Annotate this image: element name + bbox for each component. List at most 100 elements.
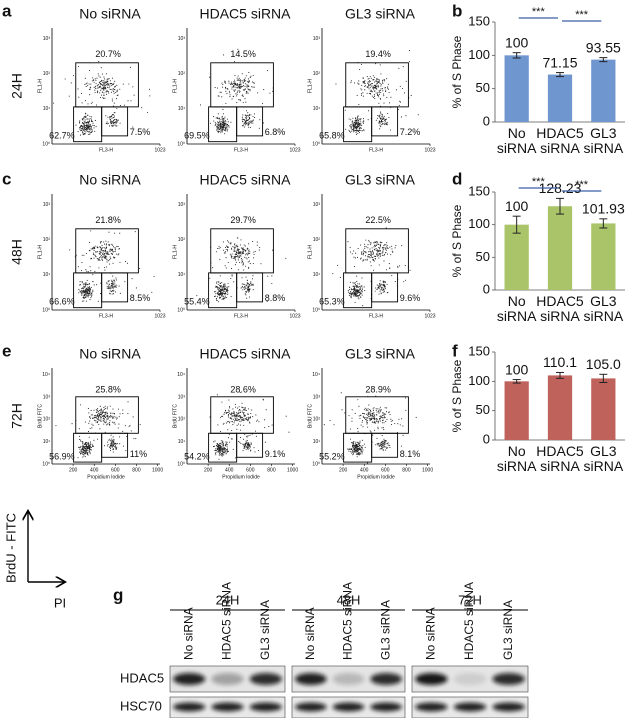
dot: [358, 123, 360, 125]
dot: [256, 244, 258, 246]
flow-y-tick: 10³: [178, 394, 186, 400]
dot: [247, 82, 250, 84]
dot: [358, 118, 360, 120]
dot: [84, 421, 86, 423]
dot: [370, 418, 372, 420]
dot: [222, 286, 224, 288]
dot: [355, 446, 357, 448]
dot: [112, 281, 114, 283]
flow-y-label: FL1-H: [37, 245, 43, 259]
band: [453, 673, 487, 685]
dot: [221, 415, 223, 418]
dot: [215, 299, 218, 301]
dot: [364, 85, 366, 87]
dot: [232, 418, 234, 420]
flow-y-tick: 10⁰: [42, 141, 50, 147]
dot: [90, 286, 92, 288]
dot: [221, 281, 223, 284]
dot: [380, 283, 382, 285]
flow-y-tick: 10²: [313, 71, 321, 77]
dot: [242, 114, 244, 116]
dot: [112, 114, 115, 116]
dot: [88, 88, 91, 90]
dot: [377, 249, 379, 252]
dot: [386, 246, 388, 248]
dot: [112, 448, 114, 450]
dot: [260, 263, 262, 265]
dot: [103, 81, 105, 83]
dot: [263, 89, 265, 91]
dot: [223, 297, 225, 300]
gate-s: [210, 228, 274, 274]
dot: [114, 121, 117, 123]
dot: [113, 417, 115, 419]
dot: [218, 124, 220, 126]
dot: [109, 117, 111, 119]
dot: [351, 451, 353, 453]
dot: [86, 125, 88, 127]
pct-g1: 65.3%: [319, 296, 345, 306]
dot: [224, 126, 226, 128]
dot: [99, 246, 101, 249]
dot: [83, 300, 85, 302]
dot: [99, 86, 101, 88]
dot: [247, 88, 249, 90]
dot: [235, 93, 237, 95]
x-tick-label: HDAC5 siRNA: [536, 443, 584, 474]
dot: [237, 255, 239, 257]
dot: [244, 293, 246, 295]
dot: [361, 93, 363, 95]
dot: [379, 252, 381, 255]
dot: [104, 78, 106, 80]
dot: [217, 451, 219, 453]
dot: [383, 80, 385, 82]
dot: [360, 127, 362, 129]
dot: [116, 107, 118, 109]
dot: [248, 267, 250, 269]
dot: [357, 399, 359, 401]
value-label: 110.1: [543, 354, 577, 370]
dot: [101, 253, 104, 255]
dot: [97, 408, 99, 410]
dot: [226, 286, 228, 288]
flow-x-tick-label: 800: [267, 467, 276, 473]
dot: [372, 256, 374, 258]
dot: [218, 248, 220, 250]
dot: [116, 90, 118, 92]
dot: [222, 454, 224, 456]
dot: [107, 116, 109, 118]
flow-y-tick: 10²: [43, 237, 51, 243]
dot: [239, 91, 241, 93]
flow-x-tick-label: 1023: [289, 313, 300, 319]
dot: [333, 424, 335, 426]
dot: [232, 86, 234, 88]
dot: [106, 79, 108, 81]
dot: [94, 119, 96, 122]
dot: [378, 249, 380, 251]
dot: [226, 126, 228, 128]
dot: [241, 407, 243, 409]
dot: [389, 446, 391, 449]
dot: [199, 104, 202, 106]
dot: [376, 83, 378, 85]
dot: [89, 131, 91, 133]
dot: [381, 88, 384, 90]
dot: [227, 250, 229, 252]
dot: [90, 292, 92, 294]
dot: [114, 291, 116, 293]
dot: [222, 83, 224, 86]
dot: [242, 443, 244, 445]
dot: [245, 83, 247, 85]
dot: [247, 115, 249, 117]
dot: [247, 408, 249, 410]
dot: [364, 243, 366, 245]
flow-x-tick-label: 1023: [424, 313, 435, 319]
dot: [82, 134, 84, 136]
dot: [237, 257, 239, 259]
dot: [247, 420, 249, 422]
dot: [366, 75, 368, 78]
dot: [223, 252, 225, 254]
dot: [405, 115, 407, 117]
dot: [239, 424, 241, 426]
